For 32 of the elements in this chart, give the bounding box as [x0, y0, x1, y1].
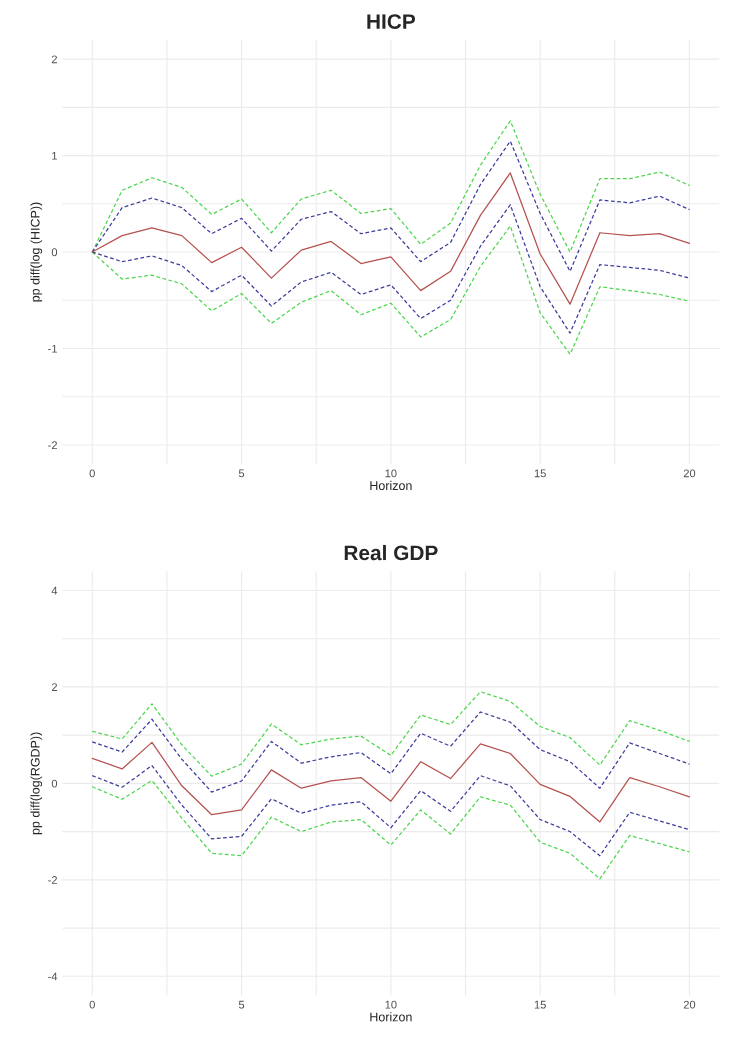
x-tick-label: 0 — [89, 469, 95, 478]
y-axis-title: pp diff(log(RGDP)) — [30, 732, 43, 835]
y-tick-label: -2 — [48, 876, 57, 884]
y-tick-label: 2 — [51, 55, 57, 64]
chart-title: Real GDP — [344, 544, 438, 561]
x-tick-label: 5 — [238, 469, 245, 478]
chart-title: HICP — [367, 14, 416, 29]
line-series — [91, 711, 691, 793]
line-series — [91, 172, 691, 305]
y-tick-label: -1 — [48, 344, 57, 353]
line-series — [91, 764, 691, 857]
y-tick-label: 4 — [51, 586, 58, 595]
y-tick-label: 0 — [51, 248, 58, 257]
x-tick-label: 15 — [534, 469, 546, 478]
line-series — [91, 779, 691, 880]
y-tick-label: -2 — [48, 441, 57, 449]
y-tick-label: 1 — [52, 151, 57, 160]
x-tick-label: 20 — [683, 1000, 696, 1009]
y-tick-label: 0 — [51, 779, 58, 788]
y-tick-label: -4 — [48, 972, 58, 981]
y-axis-title: pp diff(log (HICP)) — [30, 202, 43, 302]
x-tick-label: 10 — [385, 469, 397, 478]
x-tick-label: 10 — [385, 1000, 397, 1009]
x-tick-label: 20 — [683, 469, 696, 478]
x-tick-label: 15 — [534, 1000, 546, 1009]
x-tick-label: 5 — [238, 1000, 245, 1009]
y-tick-label: 2 — [51, 683, 57, 691]
line-series — [91, 691, 691, 777]
line-series — [91, 741, 691, 823]
x-tick-label: 0 — [89, 1000, 95, 1009]
x-axis-title: Horizon — [370, 480, 412, 491]
x-axis-title: Horizon — [370, 1012, 412, 1022]
